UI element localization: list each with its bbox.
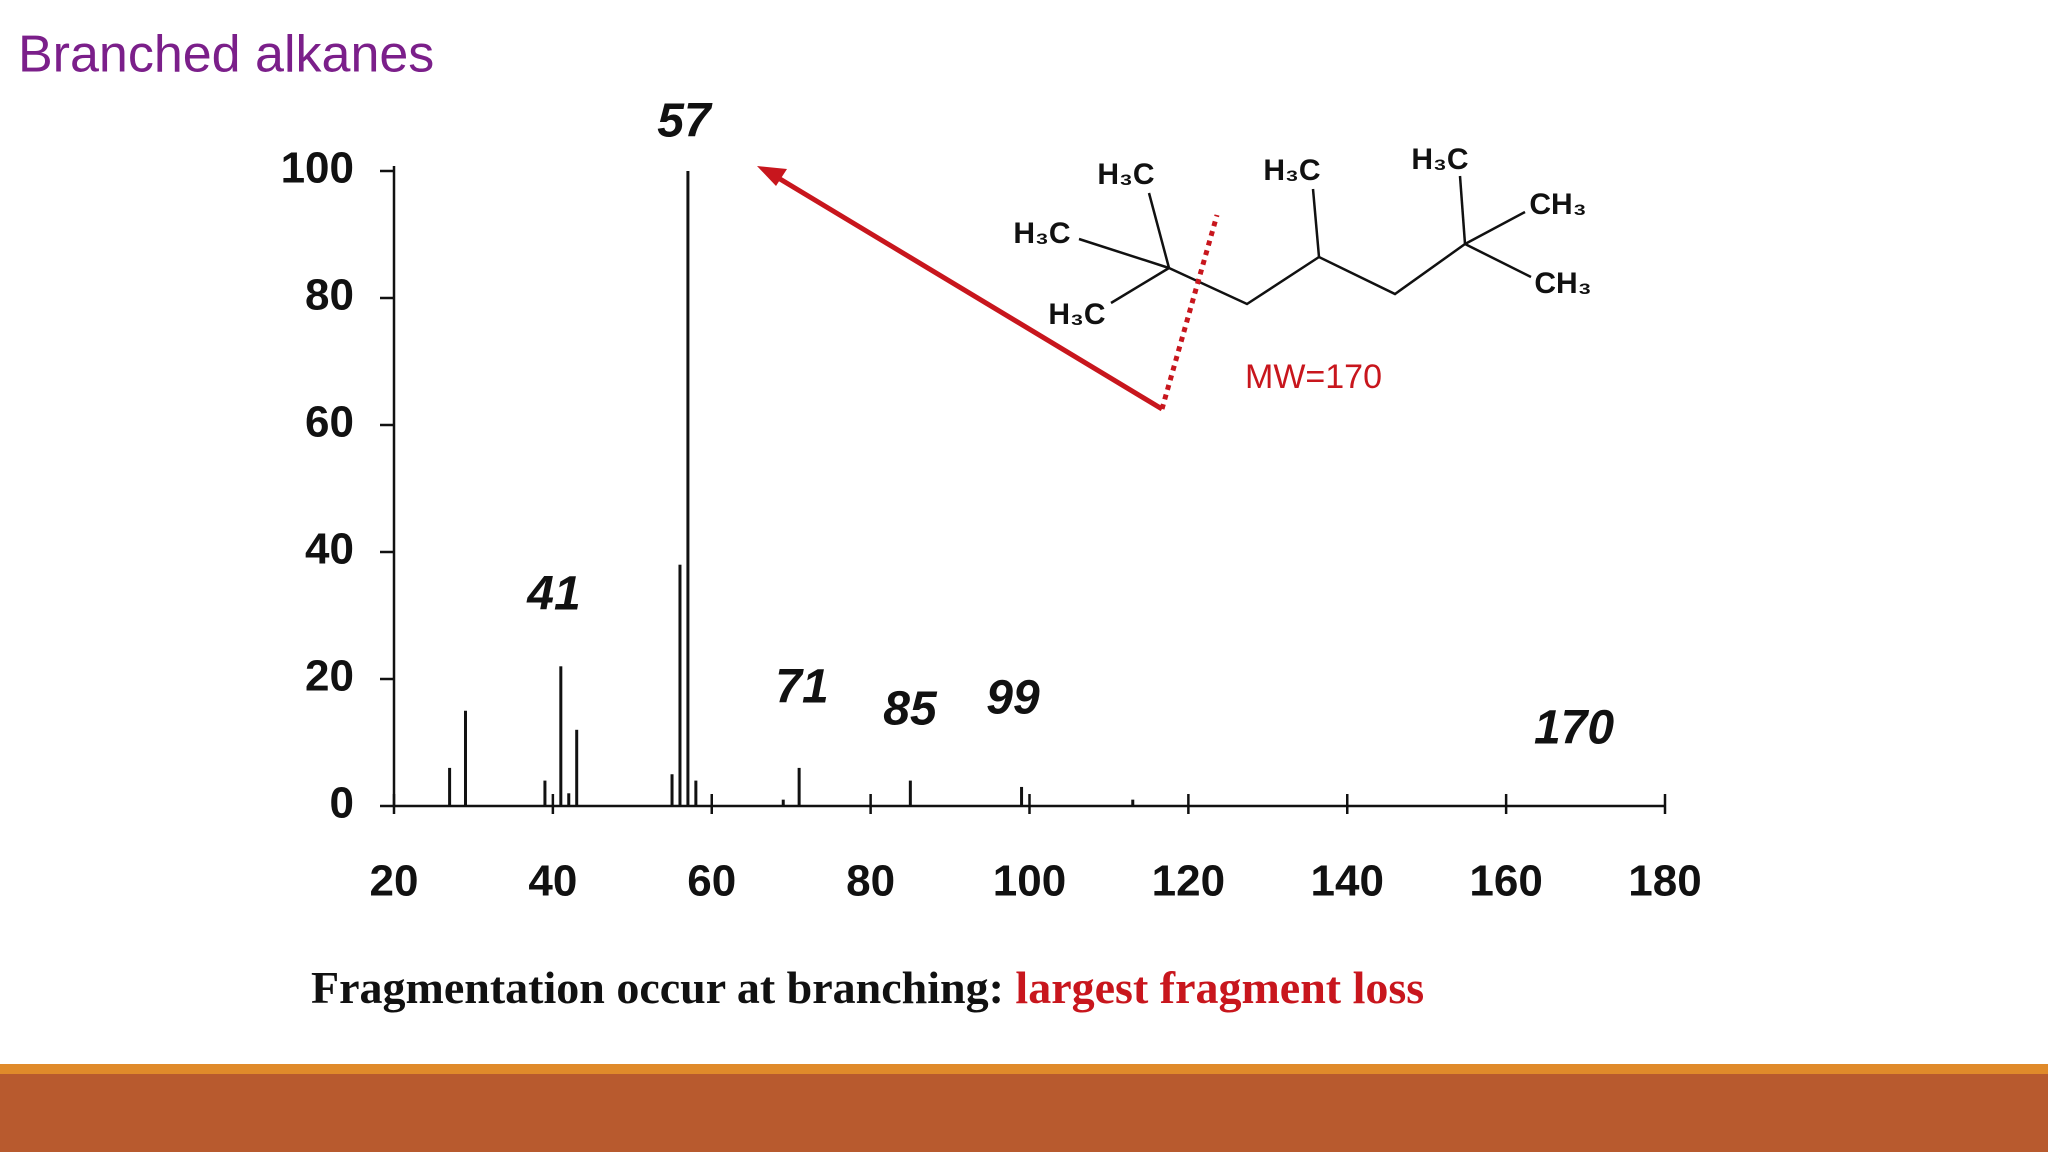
caption-highlight: largest fragment loss [1015,962,1424,1013]
peak [543,780,547,806]
mw-label: MW=170 [1245,358,1382,396]
peak-label: 71 [775,661,828,714]
y-tick-label: 100 [281,144,354,193]
peak [448,767,452,806]
y-tick-label: 60 [305,398,354,447]
arrow-shaft [773,173,1164,412]
x-tick-label: 180 [1628,857,1701,906]
bond [1311,188,1321,258]
x-tick-label: 40 [528,857,577,906]
peak-label: 41 [526,568,580,621]
peak-label: 57 [657,95,713,148]
y-tick-label: 0 [330,779,354,828]
bond [1078,237,1170,270]
peak [1020,786,1024,806]
cleavage-line [1159,214,1220,410]
accent-bar [0,1064,2048,1074]
x-tick-label: 80 [846,857,895,906]
y-tick-label: 40 [305,525,354,574]
peak [694,780,698,806]
peak [575,729,579,806]
peak [559,666,563,806]
x-tick-label: 120 [1152,857,1225,906]
slide-title: Branched alkanes [18,26,434,84]
x-tick-label: 60 [687,857,736,906]
atom-label: CH₃ [1534,267,1591,300]
x-tick-label: 20 [370,857,419,906]
peak [908,780,912,806]
bond [1464,242,1532,279]
chain [1168,242,1466,306]
peak [567,793,571,806]
molecule-skeleton [1078,175,1532,306]
caption: Fragmentation occur at branching: larges… [311,962,1424,1013]
arrow-head [757,166,787,186]
bond [1110,266,1170,305]
x-tick-label: 160 [1469,857,1542,906]
bond [1458,175,1467,245]
atom-label: CH₃ [1529,188,1586,221]
bond [1147,192,1171,269]
bond [1464,210,1526,246]
peak-label: 85 [883,683,938,736]
x-tick-label: 140 [1311,857,1384,906]
atom-label: H₃C [1013,217,1070,250]
atom-label: H₃C [1048,298,1105,331]
peak [781,799,785,806]
footer-bar [0,1074,2048,1152]
y-tick-label: 20 [305,652,354,701]
peak [463,710,467,806]
atom-label: H₃C [1263,154,1320,187]
peak-label: 99 [986,672,1040,725]
atom-label: H₃C [1097,158,1154,191]
y-tick-label: 80 [305,271,354,320]
peak [670,774,674,806]
atom-label: H₃C [1411,143,1468,176]
peak [1131,799,1135,806]
x-tick-label: 100 [993,857,1066,906]
peak-label: 170 [1534,702,1614,755]
peak [678,564,682,806]
peak [797,767,801,806]
peak [686,171,690,806]
caption-text: Fragmentation occur at branching: [311,962,1015,1013]
